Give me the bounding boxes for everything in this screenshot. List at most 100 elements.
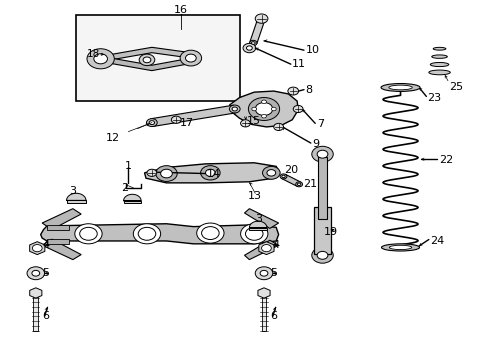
Circle shape — [281, 175, 285, 178]
Circle shape — [185, 54, 196, 62]
Circle shape — [139, 54, 155, 66]
Text: 19: 19 — [323, 227, 337, 237]
Text: 5: 5 — [42, 268, 49, 278]
Polygon shape — [249, 228, 266, 230]
Circle shape — [293, 105, 303, 113]
Circle shape — [240, 224, 267, 244]
Polygon shape — [249, 18, 264, 44]
Ellipse shape — [388, 245, 411, 249]
Text: 17: 17 — [180, 118, 194, 128]
Polygon shape — [30, 242, 45, 255]
Circle shape — [143, 57, 151, 63]
Circle shape — [27, 267, 44, 280]
Circle shape — [245, 227, 263, 240]
Polygon shape — [66, 193, 86, 201]
Text: 11: 11 — [292, 59, 305, 69]
Circle shape — [232, 107, 237, 111]
Polygon shape — [101, 56, 190, 71]
Circle shape — [205, 169, 215, 176]
Text: 1: 1 — [125, 161, 132, 171]
Polygon shape — [244, 240, 278, 260]
Circle shape — [243, 43, 255, 53]
Circle shape — [260, 270, 267, 276]
Circle shape — [160, 169, 172, 178]
Circle shape — [229, 105, 240, 113]
Text: 3: 3 — [69, 186, 76, 197]
Ellipse shape — [431, 55, 447, 58]
Polygon shape — [150, 105, 235, 126]
Text: 13: 13 — [248, 191, 262, 201]
Text: 10: 10 — [305, 45, 319, 55]
Text: 21: 21 — [303, 179, 317, 189]
Text: 4: 4 — [42, 239, 49, 249]
Polygon shape — [101, 47, 190, 62]
Circle shape — [287, 87, 298, 95]
Bar — [76, 15, 239, 101]
Circle shape — [259, 17, 263, 20]
Text: 24: 24 — [429, 236, 443, 246]
Polygon shape — [66, 201, 86, 203]
Circle shape — [251, 107, 256, 111]
Circle shape — [240, 120, 250, 127]
Text: 22: 22 — [439, 155, 453, 165]
Ellipse shape — [381, 244, 419, 251]
Circle shape — [261, 100, 266, 104]
Circle shape — [311, 146, 332, 162]
Polygon shape — [229, 91, 298, 127]
Text: 3: 3 — [255, 215, 262, 224]
Circle shape — [255, 267, 272, 280]
Circle shape — [255, 14, 267, 23]
Circle shape — [261, 114, 266, 118]
Circle shape — [32, 270, 40, 276]
Text: 20: 20 — [284, 165, 298, 175]
Text: 5: 5 — [270, 268, 277, 278]
Circle shape — [32, 244, 42, 252]
Circle shape — [87, 49, 114, 69]
Circle shape — [248, 98, 279, 121]
Polygon shape — [47, 239, 69, 244]
Polygon shape — [30, 288, 42, 298]
Circle shape — [261, 244, 271, 252]
Text: 14: 14 — [206, 168, 221, 179]
Circle shape — [75, 224, 102, 244]
Circle shape — [266, 170, 275, 176]
Bar — [313, 207, 330, 253]
Circle shape — [171, 116, 181, 123]
Circle shape — [246, 46, 252, 50]
Polygon shape — [258, 242, 273, 255]
Circle shape — [251, 42, 255, 44]
Circle shape — [80, 227, 97, 240]
Circle shape — [156, 166, 177, 181]
Polygon shape — [42, 209, 81, 229]
Polygon shape — [47, 225, 69, 230]
Circle shape — [138, 227, 156, 240]
Polygon shape — [42, 239, 81, 260]
Circle shape — [295, 182, 302, 187]
Circle shape — [273, 123, 283, 131]
Bar — [33, 293, 38, 330]
Text: 7: 7 — [316, 120, 323, 129]
Bar — [261, 293, 266, 330]
Circle shape — [271, 107, 276, 111]
Circle shape — [311, 247, 332, 263]
Polygon shape — [257, 288, 269, 298]
Ellipse shape — [432, 48, 445, 50]
Circle shape — [180, 50, 201, 66]
Polygon shape — [123, 194, 141, 201]
Polygon shape — [249, 221, 266, 228]
Circle shape — [262, 166, 280, 179]
Circle shape — [257, 16, 264, 21]
Text: 23: 23 — [427, 93, 441, 103]
Circle shape — [255, 103, 272, 116]
Ellipse shape — [428, 70, 449, 75]
Ellipse shape — [388, 85, 411, 90]
Circle shape — [297, 183, 300, 185]
Text: 6: 6 — [42, 311, 49, 321]
Circle shape — [317, 150, 327, 158]
Circle shape — [317, 251, 327, 259]
Polygon shape — [244, 209, 278, 228]
Text: 8: 8 — [305, 85, 312, 95]
Circle shape — [249, 40, 256, 46]
Polygon shape — [144, 163, 279, 183]
Circle shape — [149, 121, 154, 125]
